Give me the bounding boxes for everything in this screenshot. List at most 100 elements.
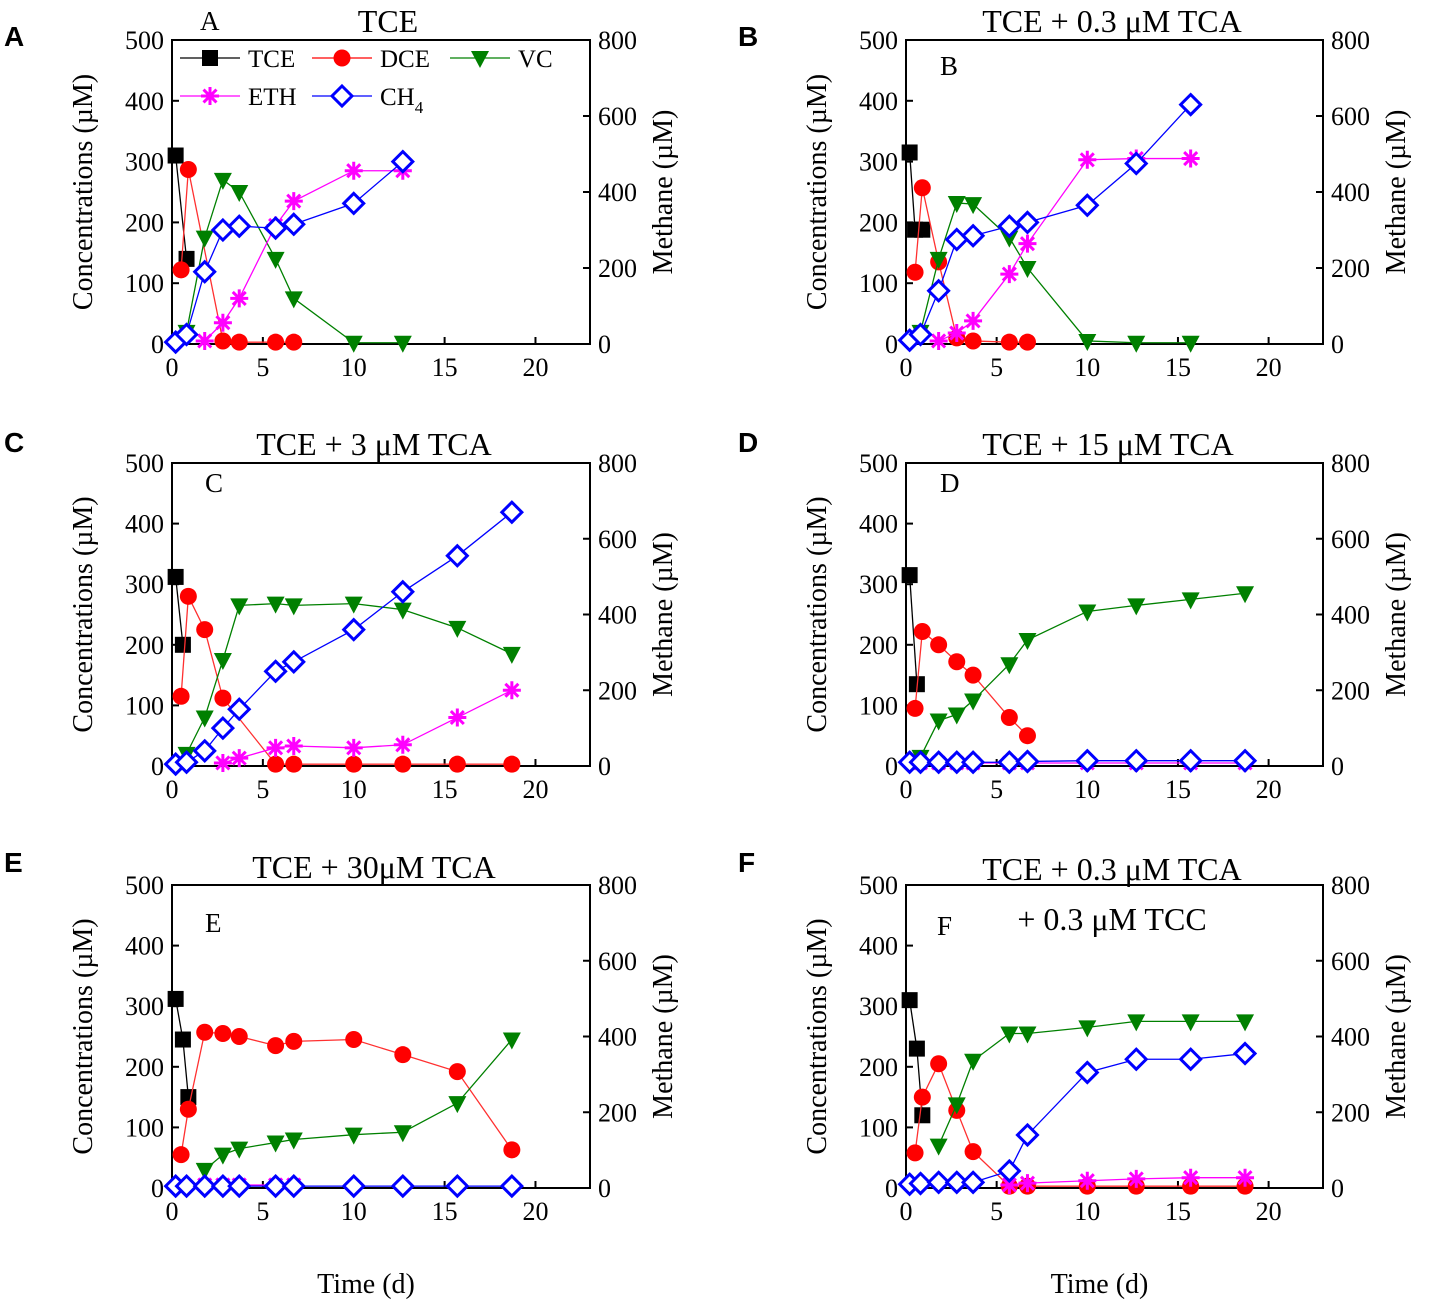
series-line bbox=[174, 576, 184, 645]
marker-triangle bbox=[195, 1162, 214, 1180]
y-tick-label: 100 bbox=[125, 269, 164, 298]
marker-diamond bbox=[960, 1170, 986, 1195]
panel-letter: A bbox=[4, 21, 24, 52]
series-vc bbox=[177, 596, 521, 764]
marker-triangle bbox=[1127, 598, 1146, 616]
marker-diamond bbox=[174, 1173, 199, 1199]
marker-circle bbox=[1000, 333, 1018, 351]
marker-asterisk bbox=[344, 161, 363, 180]
marker-circle bbox=[172, 261, 190, 279]
marker-diamond bbox=[210, 716, 236, 741]
plot-frame bbox=[905, 39, 1324, 345]
y2-axis-title: Methane (µM) bbox=[1381, 954, 1412, 1119]
panel-title: TCE + 0.3 μM TCA bbox=[982, 851, 1242, 887]
legend: TCE DCE VC ETH CH4 bbox=[180, 46, 553, 117]
legend-item-ch4: CH4 bbox=[312, 83, 424, 117]
series-ch4 bbox=[163, 1173, 524, 1199]
marker-circle bbox=[285, 1032, 303, 1050]
x-tick-label: 10 bbox=[341, 775, 367, 804]
panel-title: TCE + 15 μM TCA bbox=[982, 426, 1234, 462]
series-vc bbox=[195, 1032, 521, 1180]
panel-f: 0 5 10 15 2001002003004005000200400600800Con… bbox=[738, 847, 1412, 1300]
marker-circle bbox=[394, 1046, 412, 1064]
y-tick-label: 0 bbox=[151, 752, 164, 781]
marker-diamond bbox=[1015, 1122, 1040, 1148]
y-axis-title: Concentrations (µM) bbox=[802, 918, 833, 1154]
x-tick-label: 15 bbox=[432, 775, 458, 804]
series-dce bbox=[906, 622, 1036, 745]
marker-asterisk bbox=[1078, 150, 1097, 169]
y-tick-label: 100 bbox=[859, 1113, 898, 1142]
marker-asterisk bbox=[1236, 1168, 1255, 1187]
series-line bbox=[175, 161, 404, 343]
marker-circle bbox=[906, 699, 924, 717]
y2-tick-label: 400 bbox=[598, 1023, 637, 1052]
marker-circle bbox=[267, 333, 285, 351]
marker-circle bbox=[930, 1055, 948, 1073]
series-line bbox=[185, 178, 403, 344]
marker-circle bbox=[172, 1146, 190, 1164]
marker-circle bbox=[964, 332, 982, 350]
y-tick-label: 200 bbox=[125, 208, 164, 237]
marker-triangle bbox=[964, 1053, 983, 1071]
marker-diamond bbox=[390, 149, 415, 174]
marker-circle bbox=[196, 621, 214, 639]
y-tick-label: 0 bbox=[885, 752, 898, 781]
panel-c: 0 5 10 15 2001002003004005000200400600800Con… bbox=[4, 426, 679, 804]
marker-diamond bbox=[263, 1173, 288, 1199]
marker-circle bbox=[448, 1063, 466, 1081]
series-line bbox=[909, 104, 1192, 341]
marker-asterisk bbox=[284, 192, 303, 211]
marker-triangle bbox=[266, 251, 285, 269]
marker-triangle bbox=[1181, 335, 1200, 353]
marker-asterisk bbox=[1000, 265, 1019, 284]
series-eth bbox=[195, 161, 412, 350]
marker-asterisk bbox=[964, 311, 983, 330]
x-tick-label: 15 bbox=[1165, 775, 1191, 804]
y-tick-label: 500 bbox=[125, 871, 164, 900]
legend-item-eth: ETH bbox=[180, 84, 297, 111]
marker-circle bbox=[285, 333, 303, 351]
marker-diamond bbox=[1178, 748, 1203, 773]
marker-triangle bbox=[393, 602, 412, 620]
y2-tick-label: 600 bbox=[1331, 102, 1370, 131]
marker-circle bbox=[345, 1031, 363, 1049]
series-line bbox=[222, 689, 513, 764]
series-dce bbox=[172, 587, 521, 773]
panel-a: 0 5 10 15 2001002003004005000200400600800Con… bbox=[4, 3, 679, 382]
marker-diamond bbox=[210, 217, 236, 243]
marker-diamond bbox=[944, 227, 969, 252]
y-tick-label: 200 bbox=[859, 208, 898, 237]
y2-axis-title: Methane (µM) bbox=[1381, 110, 1412, 275]
panel-title: TCE + 30μM TCA bbox=[252, 849, 496, 885]
marker-diamond bbox=[1124, 1047, 1149, 1072]
inner-label: C bbox=[205, 468, 223, 498]
marker-diamond bbox=[997, 750, 1022, 775]
marker-circle bbox=[333, 49, 351, 67]
series-line bbox=[180, 593, 512, 765]
x-tick-label: 20 bbox=[1256, 353, 1282, 382]
y-tick-label: 200 bbox=[125, 1053, 164, 1082]
marker-square bbox=[174, 1031, 191, 1048]
series-line bbox=[908, 575, 918, 685]
marker-triangle bbox=[1018, 632, 1037, 650]
inner-label: E bbox=[205, 908, 222, 938]
marker-circle bbox=[179, 587, 197, 605]
x-tick-label: 20 bbox=[1256, 775, 1282, 804]
x-tick-label: 15 bbox=[1165, 353, 1191, 382]
y-tick-label: 500 bbox=[859, 26, 898, 55]
marker-diamond bbox=[174, 750, 199, 775]
y-tick-label: 500 bbox=[125, 449, 164, 478]
x-tick-label: 0 bbox=[900, 353, 913, 382]
marker-triangle bbox=[964, 197, 983, 215]
marker-diamond bbox=[227, 214, 252, 239]
y2-tick-label: 600 bbox=[598, 102, 637, 131]
marker-triangle bbox=[344, 335, 363, 353]
marker-asterisk bbox=[344, 738, 363, 757]
marker-circle bbox=[906, 1144, 924, 1162]
marker-asterisk bbox=[230, 289, 249, 308]
y-tick-label: 0 bbox=[151, 1174, 164, 1203]
y2-tick-label: 400 bbox=[1331, 1023, 1370, 1052]
x-tick-label: 5 bbox=[990, 353, 1003, 382]
marker-asterisk bbox=[1127, 1169, 1146, 1188]
